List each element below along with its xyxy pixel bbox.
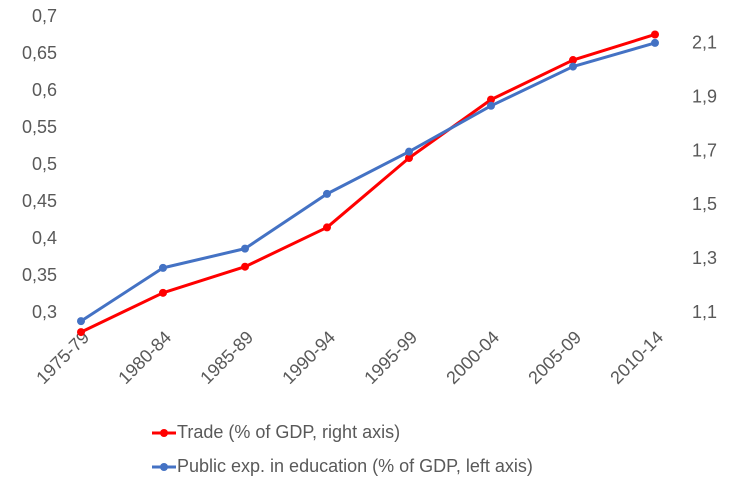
- x-tick-label: 2010-14: [606, 327, 667, 388]
- y2-tick-label: 1,5: [692, 194, 717, 214]
- y-tick-label: 0,35: [22, 265, 57, 285]
- point: [487, 101, 495, 110]
- point: [405, 147, 413, 156]
- x-tick-label: 1995-99: [360, 327, 421, 388]
- point: [323, 189, 331, 198]
- y-tick-label: 0,5: [32, 154, 57, 174]
- point: [159, 288, 167, 297]
- x-tick-label: 1985-89: [196, 327, 257, 388]
- legend-marker: [160, 429, 168, 437]
- point: [77, 317, 85, 326]
- y2-tick-label: 1,7: [692, 140, 717, 160]
- series-line: [80, 41, 656, 323]
- x-tick-label: 1990-94: [278, 327, 339, 388]
- legend-label: Trade (% of GDP, right axis): [177, 422, 400, 442]
- legend-label: Public exp. in education (% of GDP, left…: [177, 456, 533, 476]
- point: [569, 56, 577, 65]
- point: [487, 95, 495, 104]
- y-tick-label: 0,3: [32, 302, 57, 322]
- point: [241, 262, 249, 271]
- y-tick-label: 0,4: [32, 228, 57, 248]
- point: [77, 328, 85, 337]
- y-tick-label: 0,55: [22, 117, 57, 137]
- y-tick-label: 0,65: [22, 43, 57, 63]
- point: [323, 223, 331, 232]
- point: [651, 30, 659, 39]
- series-line: [80, 33, 656, 334]
- point: [241, 244, 249, 253]
- y2-tick-label: 1,3: [692, 248, 717, 268]
- y2-tick-label: 2,1: [692, 33, 717, 53]
- x-tick-label: 1975-79: [32, 327, 93, 388]
- x-tick-label: 2005-09: [524, 327, 585, 388]
- y2-tick-label: 1,9: [692, 86, 717, 106]
- point: [405, 154, 413, 163]
- y-tick-label: 0,7: [32, 6, 57, 26]
- y-tick-label: 0,45: [22, 191, 57, 211]
- legend-marker: [160, 463, 168, 471]
- y2-tick-label: 1,1: [692, 302, 717, 322]
- x-tick-label: 1980-84: [114, 327, 175, 388]
- x-tick-label: 2000-04: [442, 327, 503, 388]
- point: [569, 62, 577, 71]
- y-tick-label: 0,6: [32, 80, 57, 100]
- point: [159, 263, 167, 272]
- point: [651, 38, 659, 47]
